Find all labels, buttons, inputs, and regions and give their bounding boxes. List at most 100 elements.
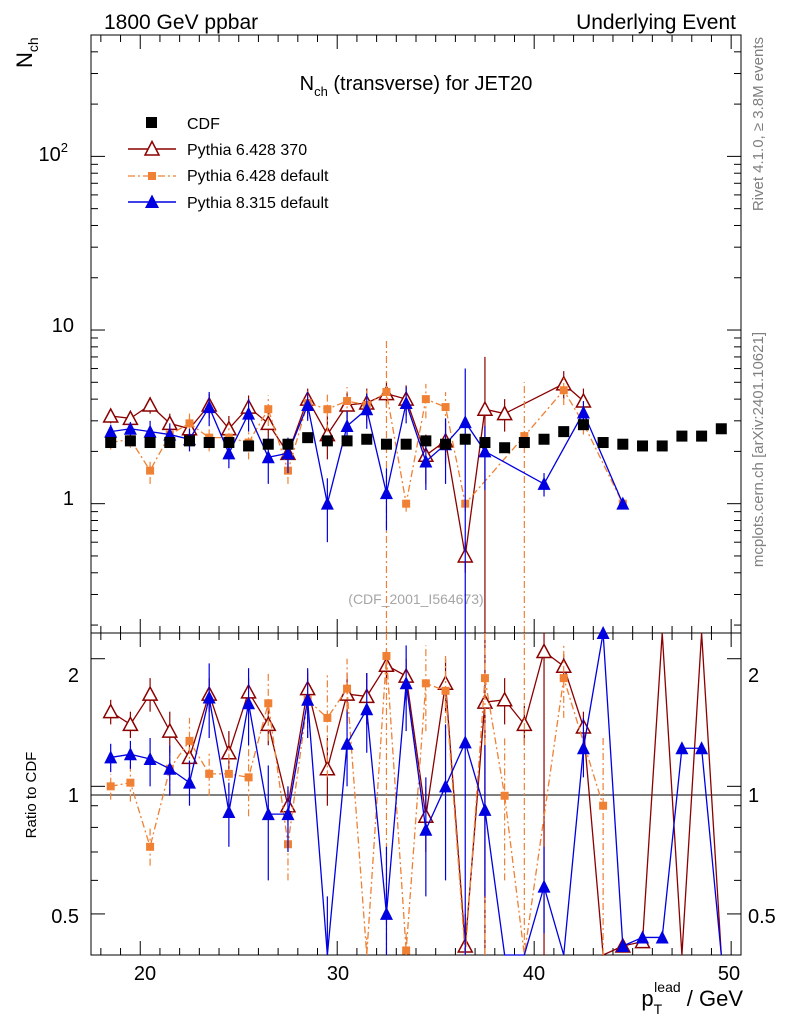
ratio-series-pythia-8-315-default [104,626,722,956]
ratio-series-pythia-6-428-370 [102,632,722,956]
ratio-point [421,679,430,688]
ratio-point [655,930,669,944]
data-point [382,387,391,396]
data-point [597,437,609,449]
ratio-point [599,801,608,810]
data-point [715,423,727,435]
ratio-line-pythia-8-315-default [110,632,722,956]
ratio-point [163,761,177,775]
ratio-point [343,684,352,693]
data-point [243,440,255,452]
series-pythia-6-428-default [106,337,627,633]
ratio-point [123,747,137,761]
ratio-point [301,692,315,706]
data-point [261,450,275,464]
data-point [185,419,194,428]
data-point [141,396,159,412]
legend-entry-cdf: CDF [146,116,220,133]
ratio-point [480,674,489,683]
ratio-point [402,946,411,955]
data-point [538,433,550,445]
series-pythia-8-315-default [104,368,630,633]
xtick-20: 20 [134,963,156,985]
ratio-point [382,651,391,660]
ratio-ytick-0.5-left: 0.5 [51,906,79,928]
mcplots-source-label: mcplots.cern.ch [arXiv:2401.10621] [750,332,767,567]
ratio-line-pythia-6-428-default [110,655,604,956]
data-point [458,415,472,429]
xtick-40: 40 [523,963,545,985]
data-point [302,432,314,444]
ratio-point [399,676,413,690]
data-point [262,438,274,450]
ratio-point [576,741,590,755]
main-ytick-100: 102 [39,140,68,166]
data-point [123,421,137,435]
ratio-point [360,702,374,716]
data-point [242,406,256,420]
ratio-line-pythia-6-428-370 [110,632,722,956]
ratio-point [379,906,393,920]
data-point [656,440,668,452]
ratio-point [182,775,196,789]
legend-label-cdf: CDF [187,116,220,133]
legend-label-pythia6-default: Pythia 6.428 default [187,168,329,185]
ratio-ytick-0.5-right: 0.5 [748,906,776,928]
data-point [402,499,411,508]
data-point [617,438,629,450]
plot-title: Nch (transverse) for JET20 [300,73,533,99]
ratio-point [323,713,332,722]
ratio-point [122,715,139,732]
ratio-point [458,735,472,749]
data-point [558,426,570,438]
data-point [380,438,392,450]
legend-marker-pythia6-default [148,172,156,180]
ratio-point [340,736,354,750]
ratio-ytick-2-right: 2 [748,665,759,687]
data-point [496,405,513,421]
ratio-point [126,778,135,787]
legend: CDF Pythia 6.428 370 Pythia 6.428 defaul… [128,116,329,212]
ratio-point [161,722,179,738]
data-point [320,496,334,510]
data-point [341,435,353,447]
data-point [696,430,708,442]
legend-entry-pythia6-370: Pythia 6.428 370 [128,139,307,159]
ratio-point [185,736,194,745]
ratio-point [500,791,509,800]
ratio-ytick-1-left: 1 [68,785,79,807]
ratio-point [419,822,433,836]
data-point [577,419,589,431]
ratio-point [102,703,119,719]
header-left: 1800 GeV ppbar [104,11,258,34]
xtick-50: 50 [718,963,740,985]
data-point [361,433,373,445]
data-point [143,424,157,438]
ratio-point [224,769,233,778]
ratio-point [202,690,216,704]
ratio-point [535,642,553,659]
ratio-point [439,779,453,793]
x-axis-label: pTlead / GeV [641,979,743,1017]
data-point [146,466,155,475]
data-point [478,444,492,458]
main-y-axis-label: Nch [12,37,41,68]
ratio-point [559,674,568,683]
legend-marker-pythia6-370 [143,139,161,156]
legend-entry-pythia8-default: Pythia 8.315 default [128,194,329,212]
data-point [400,438,412,450]
data-point [637,440,649,452]
ratio-point [537,879,551,893]
data-point [323,405,332,414]
data-point [520,432,529,441]
ratio-point [141,685,159,701]
data-point [476,400,494,416]
data-point [222,446,236,460]
data-point [301,398,315,412]
rivet-version-label: Rivet 4.1.0, ≥ 3.8M events [750,37,767,211]
ratio-point [675,741,689,755]
ratio-point [106,782,115,791]
data-point [223,437,235,449]
data-point [264,405,273,414]
